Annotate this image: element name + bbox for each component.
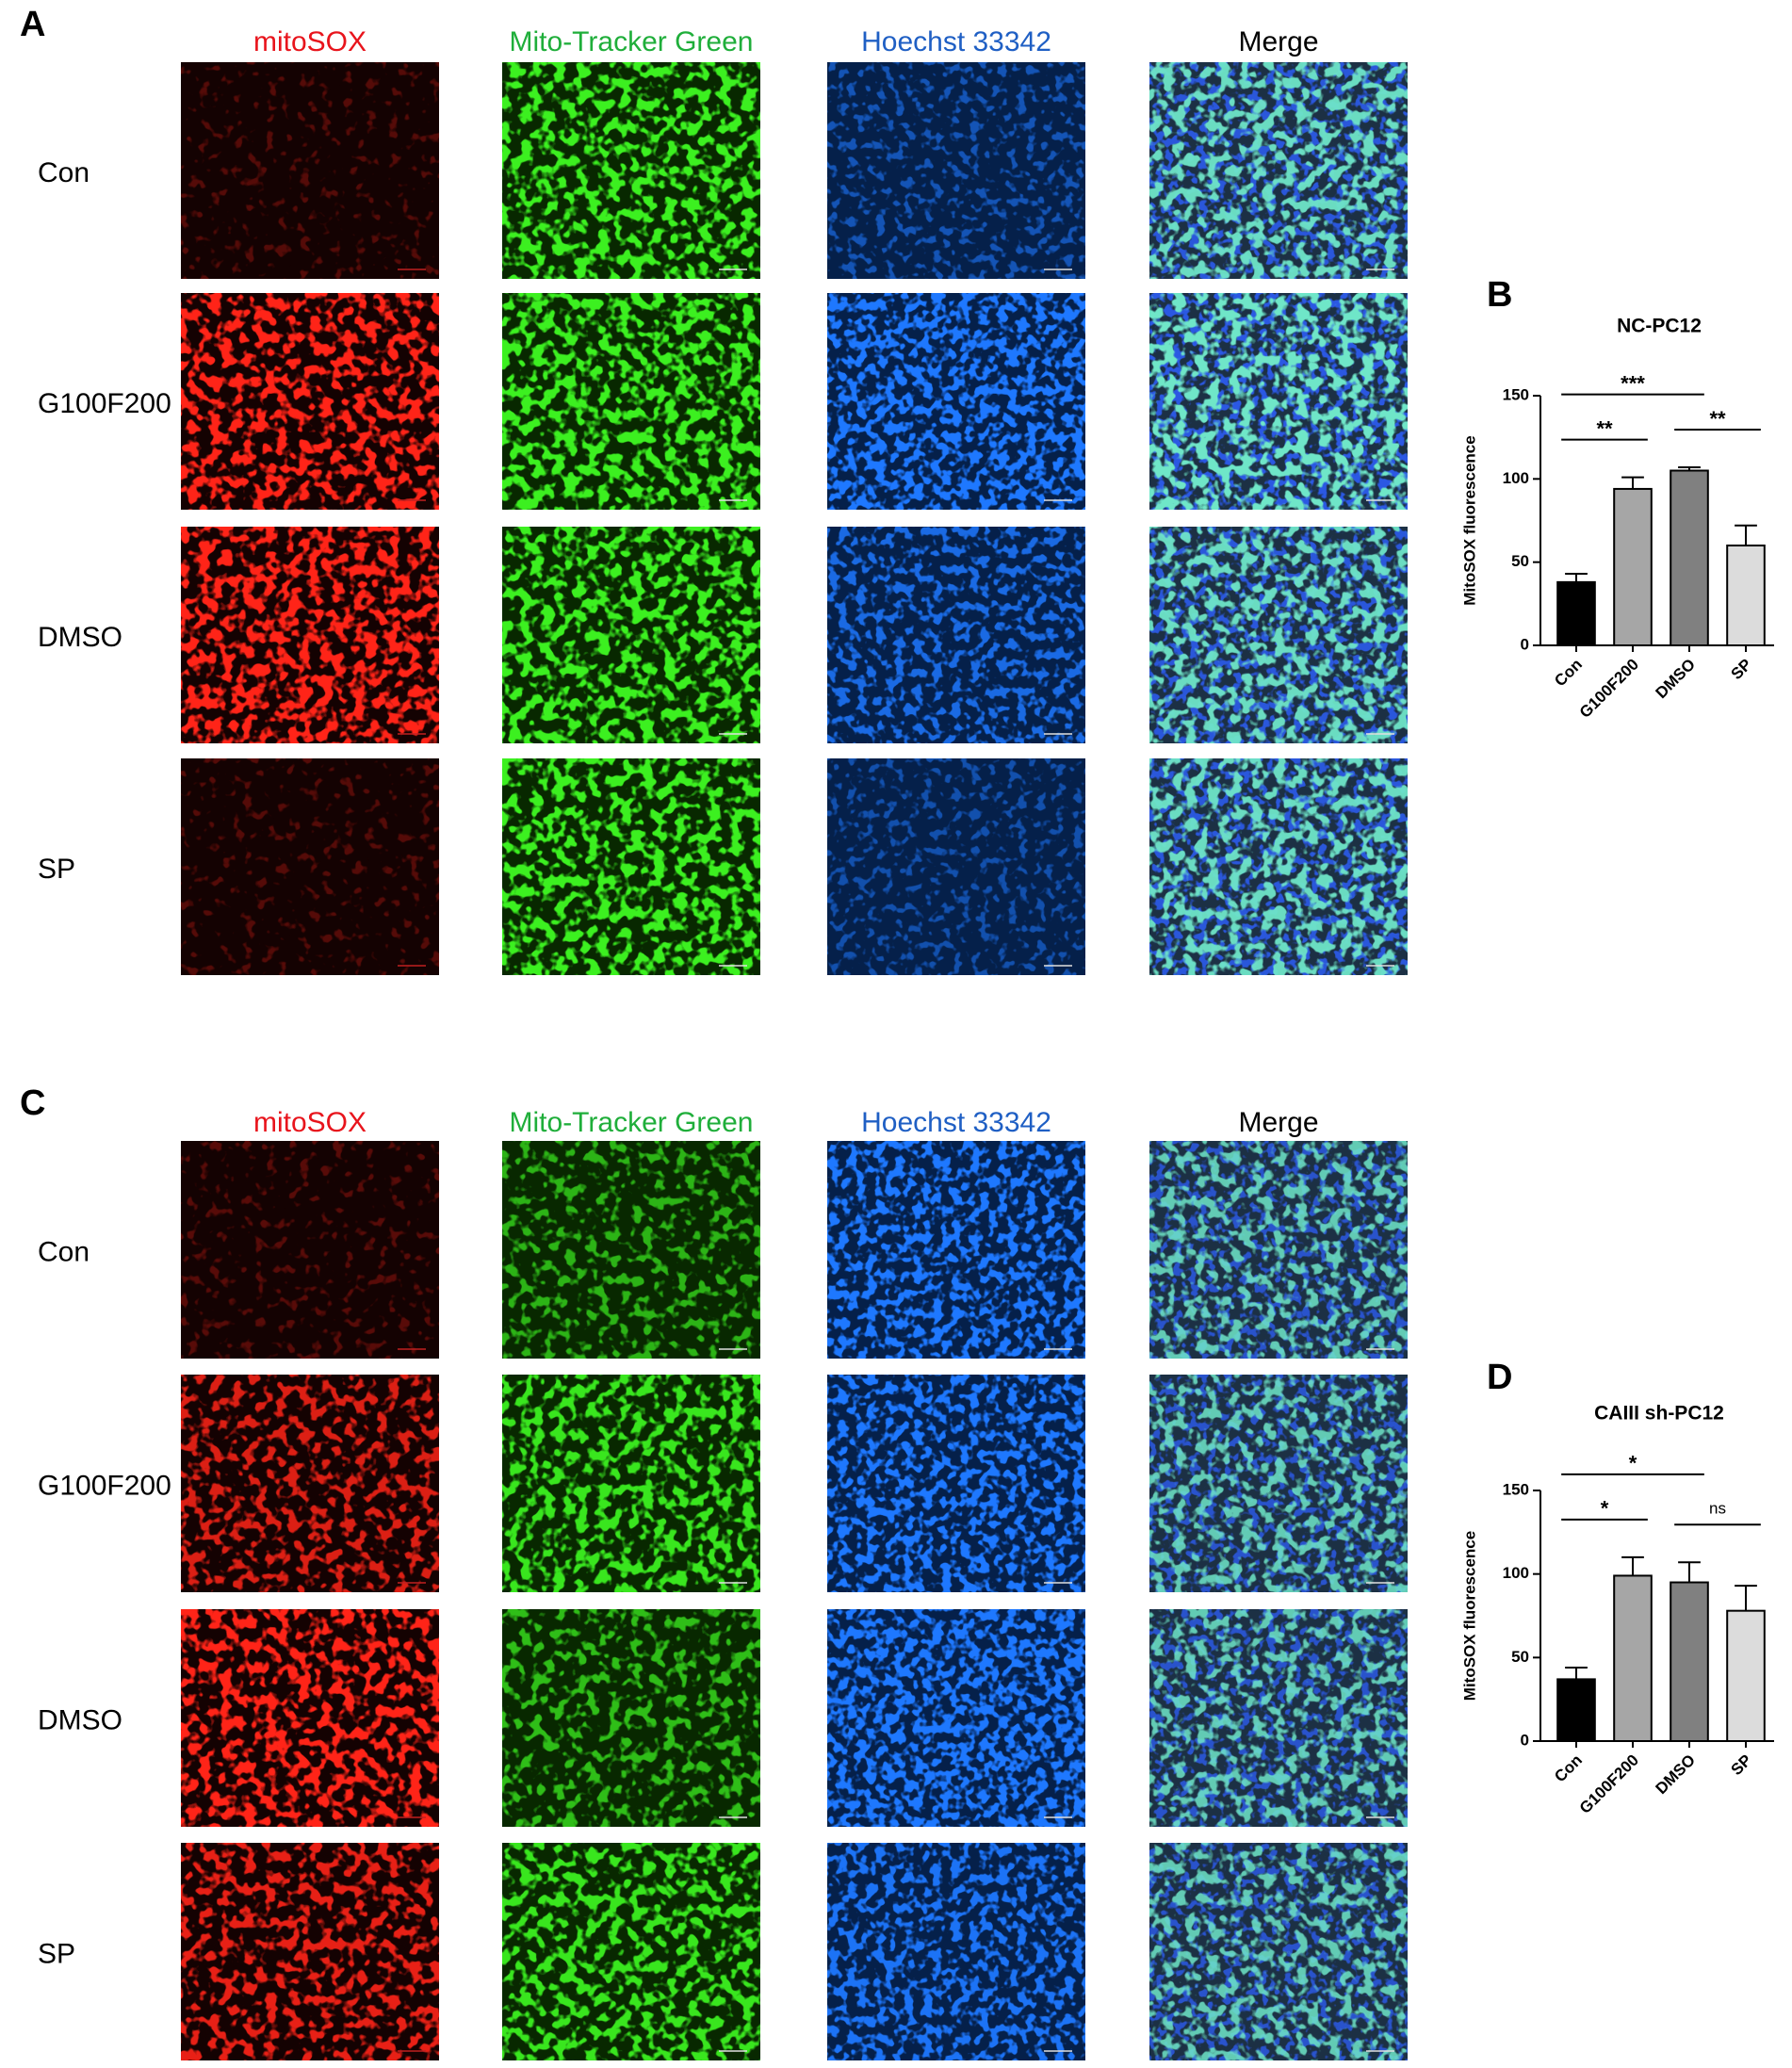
x-tick-label: Con [1551,1751,1586,1786]
column-header: Merge [1238,1107,1318,1138]
column-header: Merge [1238,26,1318,57]
error-bar [1621,476,1644,489]
micrograph [1149,1609,1408,1827]
micrograph [181,62,439,279]
micrograph [827,758,1085,975]
micrograph [827,1375,1085,1592]
micrograph [181,293,439,510]
micrograph [827,62,1085,279]
micrograph [827,1141,1085,1359]
bar [1726,1609,1766,1743]
y-axis-label: MitoSOX fluorescence [1460,435,1478,605]
micrograph [1149,527,1408,743]
y-tick-label: 150 [1503,385,1529,403]
micrograph [502,1843,760,2060]
column-header: Hoechst 33342 [861,1107,1051,1138]
row-label: Con [38,1236,90,1267]
row-label: G100F200 [38,388,171,419]
micrograph [181,1609,439,1827]
y-tick-label: 100 [1503,469,1529,487]
micrograph [502,527,760,743]
error-bar [1735,1585,1757,1611]
column-header: Mito-Tracker Green [510,1107,754,1138]
micrograph [827,527,1085,743]
significance-label: * [1601,1497,1609,1521]
x-tick-label: Con [1551,656,1586,691]
x-tick-label: SP [1728,656,1755,683]
bar [1556,580,1596,646]
column-header: Hoechst 33342 [861,26,1051,57]
panel-label: B [1487,275,1512,315]
bar [1726,545,1766,646]
micrograph [827,1843,1085,2060]
micrograph [1149,1375,1408,1592]
row-label: Con [38,157,90,188]
error-bar [1735,524,1757,545]
micrograph [502,1141,760,1359]
bar [1670,469,1709,646]
significance-label: ns [1709,1500,1726,1518]
row-label: DMSO [38,622,122,653]
micrograph [181,1375,439,1592]
y-tick-label: 150 [1503,1480,1529,1498]
micrograph [181,527,439,743]
x-tick-label: DMSO [1653,1751,1699,1798]
micrograph [1149,1141,1408,1359]
micrograph [1149,62,1408,279]
y-tick-label: 50 [1511,1648,1529,1666]
micrograph [827,1609,1085,1827]
row-label: SP [38,1938,75,1969]
x-tick-label: DMSO [1653,656,1699,702]
micrograph [502,62,760,279]
error-bar [1565,1666,1588,1680]
y-axis-label: MitoSOX fluorescence [1460,1531,1478,1701]
panel-label: A [20,5,45,44]
micrograph [502,1375,760,1592]
error-bar [1621,1555,1644,1576]
x-tick-label: SP [1728,1751,1755,1779]
panel-label: D [1487,1358,1512,1397]
micrograph [1149,293,1408,510]
significance-label: * [1629,1452,1637,1475]
error-bar [1678,1561,1701,1583]
column-header: mitoSOX [253,1107,367,1138]
column-header: Mito-Tracker Green [510,26,754,57]
micrograph [827,293,1085,510]
micrograph [502,1609,760,1827]
row-label: SP [38,854,75,885]
significance-label: *** [1621,371,1645,395]
x-tick-label: G100F200 [1576,656,1642,722]
micrograph [181,1141,439,1359]
micrograph [1149,758,1408,975]
column-header: mitoSOX [253,26,367,57]
micrograph [502,758,760,975]
x-tick-label: G100F200 [1576,1751,1642,1817]
row-label: DMSO [38,1704,122,1735]
y-tick-label: 0 [1521,1731,1529,1749]
row-label: G100F200 [38,1470,171,1501]
error-bar [1678,465,1701,471]
significance-label: ** [1709,407,1726,431]
significance-label: ** [1596,416,1613,440]
y-tick-label: 50 [1511,552,1529,570]
micrograph [181,758,439,975]
error-bar [1565,573,1588,582]
micrograph [181,1843,439,2060]
bar [1556,1678,1596,1743]
bar [1613,487,1653,647]
micrograph [502,293,760,510]
bar [1613,1574,1653,1742]
panel-label: C [20,1083,45,1123]
y-tick-label: 100 [1503,1564,1529,1582]
chart-title: CAIII sh-PC12 [1594,1403,1724,1425]
micrograph [1149,1843,1408,2060]
bar [1670,1581,1709,1742]
y-tick-label: 0 [1521,635,1529,653]
chart-title: NC-PC12 [1617,316,1702,337]
